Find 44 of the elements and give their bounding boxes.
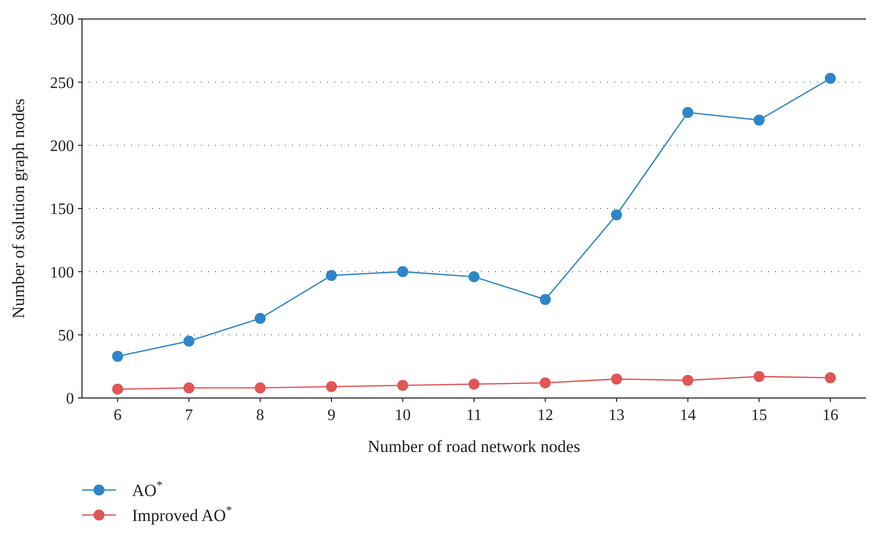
point: [824, 72, 836, 84]
point: [112, 384, 124, 395]
point: [611, 374, 622, 385]
y-tick-label: 0: [66, 390, 74, 408]
point: [254, 312, 266, 324]
point: [682, 106, 694, 118]
point: [824, 372, 836, 384]
y-tick-label: 300: [50, 12, 74, 29]
y-tick-label: 150: [50, 201, 74, 218]
point: [183, 382, 194, 394]
x-tick-label: 11: [466, 407, 482, 424]
x-tick-label: 9: [327, 407, 336, 424]
point: [540, 294, 551, 305]
legend-label: AO$^{*}$: [132, 478, 163, 500]
x-tick-label: 8: [256, 407, 264, 424]
point: [468, 378, 480, 390]
point: [112, 350, 124, 362]
y-axis-title: Number of solution graph nodes: [9, 98, 28, 319]
point: [183, 336, 194, 347]
x-tick-label: 16: [822, 407, 838, 424]
point: [682, 374, 694, 386]
point: [611, 209, 622, 220]
y-tick-label: 250: [50, 74, 74, 92]
x-tick-label: 13: [608, 407, 625, 424]
legend-label: Improved AO$^{*}$: [132, 502, 232, 525]
point: [540, 377, 551, 388]
x-tick-label: 6: [114, 407, 122, 424]
point: [326, 270, 337, 281]
point: [754, 371, 765, 382]
y-tick-label: 100: [50, 264, 74, 282]
point: [254, 382, 266, 394]
y-tick-label: 200: [50, 138, 74, 155]
x-tick-label: 12: [537, 407, 554, 424]
x-tick-label: 14: [680, 407, 696, 424]
y-tick-label: 50: [58, 327, 74, 344]
point: [754, 114, 765, 126]
point: [468, 271, 480, 282]
point: [397, 266, 408, 278]
point: [397, 380, 408, 391]
x-axis-title: Number of road network nodes: [368, 437, 580, 456]
x-tick-label: 7: [184, 407, 193, 424]
point: [326, 381, 337, 392]
x-tick-label: 10: [394, 407, 411, 424]
x-tick-label: 15: [751, 407, 768, 424]
